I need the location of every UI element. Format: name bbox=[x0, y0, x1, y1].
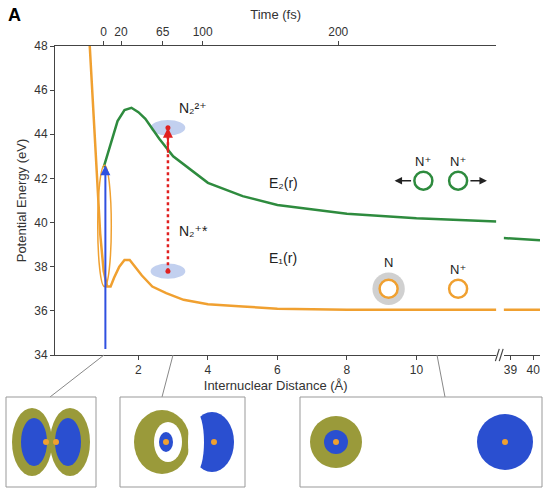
svg-text:N⁺: N⁺ bbox=[415, 154, 431, 169]
svg-text:8: 8 bbox=[344, 363, 351, 377]
svg-text:10: 10 bbox=[410, 363, 424, 377]
svg-text:34: 34 bbox=[34, 348, 48, 362]
svg-text:40: 40 bbox=[34, 216, 48, 230]
svg-text:N⁺: N⁺ bbox=[450, 154, 466, 169]
svg-text:100: 100 bbox=[193, 25, 213, 39]
svg-text:N₂⁺*: N₂⁺* bbox=[179, 223, 208, 239]
svg-text:E₁(r): E₁(r) bbox=[269, 250, 297, 266]
svg-text:46: 46 bbox=[34, 83, 48, 97]
svg-text:20: 20 bbox=[114, 25, 128, 39]
svg-text:65: 65 bbox=[156, 25, 170, 39]
svg-text:6: 6 bbox=[274, 363, 281, 377]
svg-text:E₂(r): E₂(r) bbox=[269, 175, 298, 191]
svg-text:200: 200 bbox=[328, 25, 348, 39]
svg-text:0: 0 bbox=[100, 25, 107, 39]
svg-text:38: 38 bbox=[34, 260, 48, 274]
svg-text:N⁺: N⁺ bbox=[450, 262, 466, 277]
svg-text:36: 36 bbox=[34, 304, 48, 318]
svg-text:48: 48 bbox=[34, 39, 48, 53]
svg-text:A: A bbox=[8, 5, 21, 25]
svg-text:4: 4 bbox=[205, 363, 212, 377]
svg-text:Potential Energy (eV): Potential Energy (eV) bbox=[14, 139, 29, 263]
svg-text:N₂²⁺: N₂²⁺ bbox=[179, 100, 207, 116]
svg-text:Internuclear Distance (Å): Internuclear Distance (Å) bbox=[204, 378, 348, 393]
svg-text:Time (fs): Time (fs) bbox=[250, 7, 301, 22]
svg-text:44: 44 bbox=[34, 127, 48, 141]
svg-text:40: 40 bbox=[526, 363, 540, 377]
svg-text:39: 39 bbox=[504, 363, 518, 377]
svg-text:2: 2 bbox=[135, 363, 142, 377]
svg-text:42: 42 bbox=[34, 172, 48, 186]
svg-text:N: N bbox=[384, 255, 393, 270]
